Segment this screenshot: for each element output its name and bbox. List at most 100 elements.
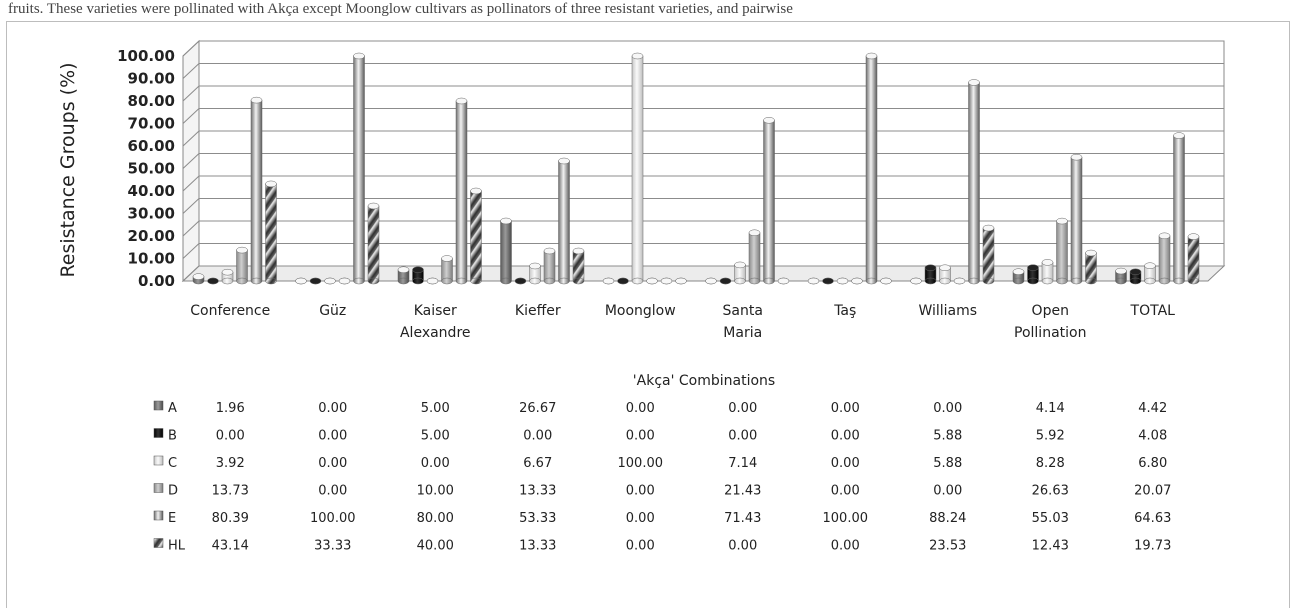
table-cell: 26.63 [1032, 484, 1069, 499]
bar-C [1041, 259, 1054, 285]
gridline-side [182, 40, 200, 57]
bar-HL [675, 277, 687, 285]
x-category-label: Taş [833, 303, 856, 319]
bar-D [1158, 232, 1171, 285]
header-text: fruits. These varieties were pollinated … [8, 1, 793, 17]
bar-D [851, 277, 863, 285]
table-cell: 13.33 [519, 539, 556, 554]
bar-C [631, 52, 644, 285]
bar-E [660, 277, 673, 285]
bar-A [807, 277, 820, 285]
bar-HL [880, 277, 892, 285]
table-cell: 1.96 [216, 401, 245, 416]
table-cell: 13.73 [212, 484, 249, 499]
gridline-side [182, 85, 200, 102]
x-category-label: Santa [723, 303, 763, 319]
table-cell: 71.43 [724, 511, 761, 526]
table-row-E: E 80.39 100.00 80.00 53.33 0.00 71.43 100.00 88.… [153, 510, 1171, 526]
legend-label-C: C [168, 456, 177, 471]
table-cell: 5.88 [933, 456, 962, 471]
table-cell: 4.42 [1138, 401, 1167, 416]
table-cell: 10.00 [417, 484, 454, 499]
table-cell: 0.00 [831, 456, 860, 471]
bar-E [455, 97, 468, 285]
table-cell: 3.92 [216, 456, 245, 471]
table-cell: 0.00 [626, 429, 655, 444]
bar-E [968, 79, 980, 285]
table-cell: 88.24 [929, 511, 966, 526]
floor [181, 265, 1226, 282]
legend-label-D: D [168, 484, 178, 499]
bar-E [353, 52, 365, 285]
x-axis-categories: Conference Güz Kaiser Alexandre Kieffer Moong… [190, 303, 1175, 341]
table-cell: 0.00 [728, 539, 757, 554]
table-cell: 4.14 [1036, 401, 1065, 416]
bar-D [748, 229, 761, 285]
gridline-side [182, 198, 200, 214]
table-cell: 0.00 [421, 456, 450, 471]
bar-E [250, 96, 263, 285]
table-cell: 0.00 [626, 484, 655, 499]
bar-A [705, 277, 717, 285]
bar-A [910, 277, 922, 285]
table-cell: 80.00 [417, 511, 454, 526]
bar-E [763, 117, 775, 285]
x-category-label: Open [1032, 303, 1069, 319]
y-tick-label: 10.00 [128, 250, 175, 268]
bar-D [441, 255, 453, 285]
gridline-side [182, 63, 200, 79]
bar-A [192, 273, 205, 285]
bar-D [236, 246, 248, 285]
bar-B [514, 277, 527, 285]
table-cell: 0.00 [626, 511, 655, 526]
y-tick-label: 50.00 [128, 160, 175, 178]
bar-HL [1187, 233, 1200, 285]
table-cell: 5.00 [421, 401, 450, 416]
y-tick-label: 100.00 [117, 47, 175, 65]
table-cell: 5.00 [421, 429, 450, 444]
legend-label-A: A [168, 401, 177, 416]
gridline-side [182, 220, 200, 237]
bar-E [865, 52, 878, 285]
table-cell: 80.39 [212, 511, 249, 526]
table-cell: 0.00 [216, 429, 245, 444]
bar-A [295, 277, 307, 285]
bar-C [324, 277, 336, 285]
table-cell: 33.33 [314, 539, 351, 554]
table-cell: 26.67 [519, 401, 556, 416]
bar-HL [1085, 249, 1097, 285]
bar-B [617, 277, 629, 285]
gridline-side [182, 108, 200, 124]
table-cell: 0.00 [831, 401, 860, 416]
x-category-label: Williams [918, 303, 977, 319]
bar-HL [572, 247, 585, 285]
bar-HL [470, 187, 482, 285]
bar-C [939, 264, 951, 285]
table-cell: 0.00 [831, 539, 860, 554]
y-tick-label: 40.00 [128, 182, 175, 200]
bar-HL [982, 224, 995, 285]
table-cell: 64.63 [1134, 511, 1171, 526]
bar-D [543, 247, 556, 285]
x-category-label: Conference [190, 303, 270, 319]
gridline-side [182, 175, 200, 192]
bar-B [924, 264, 937, 285]
table-row-D: D 13.73 0.00 10.00 13.33 0.00 21.43 0.00 0.00 26.… [153, 483, 1171, 499]
table-cell: 100.00 [618, 456, 664, 471]
y-tick-label: 20.00 [128, 227, 175, 245]
bar-E [558, 157, 570, 285]
table-cell: 0.00 [728, 401, 757, 416]
table-cell: 23.53 [929, 539, 966, 554]
legend-key-HL [153, 538, 164, 548]
table-cell: 0.00 [626, 401, 655, 416]
table-cell: 40.00 [417, 539, 454, 554]
table-row-A: A 1.96 0.00 5.00 26.67 0.00 0.00 0.00 0.00 4.14 4.… [153, 400, 1167, 416]
table-cell: 0.00 [933, 401, 962, 416]
table-cell: 0.00 [318, 456, 347, 471]
x-category-label: TOTAL [1130, 303, 1176, 319]
table-cell: 0.00 [523, 429, 552, 444]
bar-E [1070, 153, 1083, 285]
bar-D [1056, 217, 1068, 285]
table-cell: 6.67 [523, 456, 552, 471]
